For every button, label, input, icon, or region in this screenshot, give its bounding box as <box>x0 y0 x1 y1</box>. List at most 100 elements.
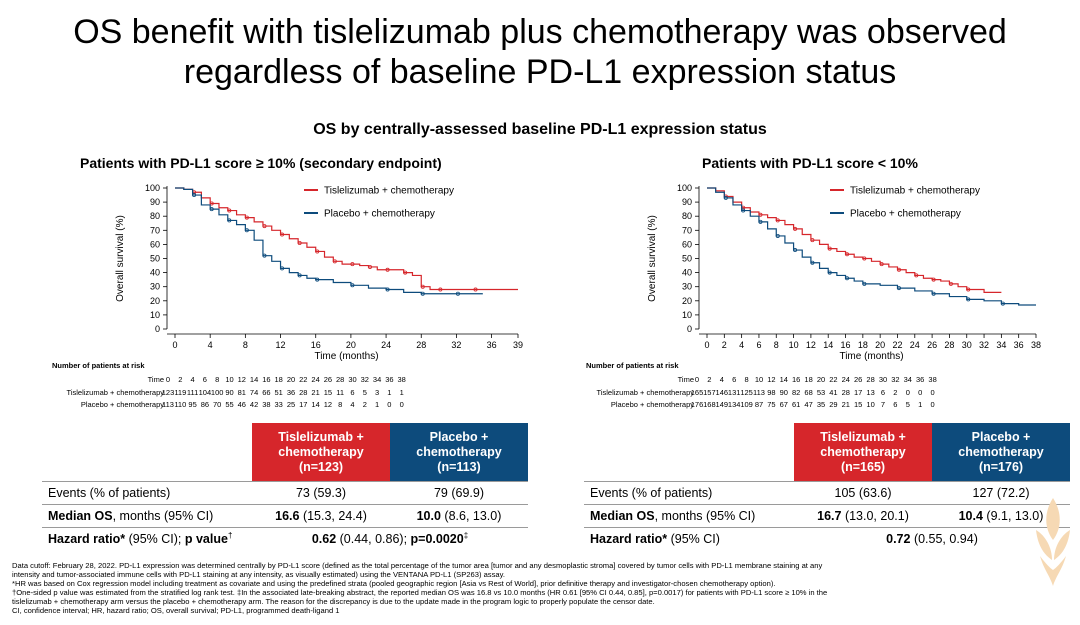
risk-value: 110 <box>174 400 187 409</box>
tislelizumab-censor-mark <box>914 273 919 278</box>
pbo-value: 79 (69.9) <box>390 481 528 505</box>
risk-value: 10 <box>225 375 234 384</box>
x-tick-label: 0 <box>704 340 709 350</box>
header-spacer <box>584 423 794 482</box>
tislelizumab-censor-mark <box>209 201 214 206</box>
y-axis-label: Overall survival (%) <box>115 215 126 302</box>
x-tick-label: 22 <box>892 340 902 350</box>
risk-value: 111 <box>186 388 199 397</box>
y-tick-label: 90 <box>682 197 692 207</box>
left-results-table: Tislelizumab + chemotherapy (n=123) Placeb… <box>42 423 528 550</box>
tislelizumab-censor-mark <box>931 277 936 282</box>
risk-value: 2 <box>178 375 183 384</box>
risk-value: 95 <box>188 400 197 409</box>
risk-time-label: Time <box>677 375 694 384</box>
x-tick-label: 16 <box>311 340 321 350</box>
placebo-censor-mark <box>420 291 425 296</box>
risk-value: 20 <box>286 375 296 384</box>
tislelizumab-censor-mark <box>420 284 425 289</box>
risk-value: 149 <box>715 400 729 409</box>
risk-value: 134 <box>727 400 741 409</box>
x-tick-label: 8 <box>243 340 248 350</box>
risk-value: 32 <box>891 375 900 384</box>
tislelizumab-censor-mark <box>775 218 780 223</box>
risk-value: 10 <box>866 400 875 409</box>
tislelizumab-censor-mark <box>332 259 337 264</box>
y-tick-label: 100 <box>145 183 160 193</box>
risk-value: 46 <box>237 400 246 409</box>
risk-value: 18 <box>274 375 283 384</box>
risk-value: 16 <box>792 375 801 384</box>
y-tick-label: 60 <box>150 239 160 249</box>
risk-value: 87 <box>754 400 764 409</box>
y-tick-label: 70 <box>682 225 692 235</box>
risk-value: 5 <box>905 400 910 409</box>
risk-value: 82 <box>792 388 801 397</box>
risk-value: 14 <box>311 400 320 409</box>
placebo-censor-mark <box>227 218 232 223</box>
footnote-line: tislelizumab + chemotherapy arm versus t… <box>12 596 655 606</box>
tislelizumab-censor-mark <box>350 262 355 267</box>
risk-value: 0 <box>930 400 935 409</box>
tislelizumab-censor-mark <box>966 287 971 292</box>
risk-value: 7 <box>880 400 886 409</box>
risk-value: 36 <box>916 375 925 384</box>
risk-value: 38 <box>928 375 937 384</box>
risk-value: 15 <box>323 388 333 397</box>
x-tick-label: 32 <box>451 340 461 350</box>
placebo-censor-mark <box>966 297 971 302</box>
x-tick-label: 36 <box>1014 340 1024 350</box>
placebo-censor-mark <box>845 276 850 281</box>
tislelizumab-survival-curve <box>707 187 1002 293</box>
y-tick-label: 100 <box>677 183 692 193</box>
risk-value: 81 <box>237 388 246 397</box>
risk-tis-label: Tislelizumab + chemotherapy <box>66 388 164 397</box>
risk-value: 75 <box>767 400 776 409</box>
x-tick-label: 4 <box>208 340 213 350</box>
risk-value: 26 <box>854 375 863 384</box>
risk-value: 55 <box>225 400 234 409</box>
risk-value: 0 <box>694 375 700 384</box>
row-label: Hazard ratio* (95% CI); p value† <box>42 527 252 550</box>
tislelizumab-censor-mark <box>827 246 832 251</box>
y-tick-label: 0 <box>155 324 160 334</box>
tis-value: 105 (63.6) <box>794 481 932 505</box>
row-label: Events (% of patients) <box>42 481 252 505</box>
risk-value: 70 <box>213 400 222 409</box>
risk-value: 36 <box>286 388 296 397</box>
header-spacer <box>42 423 252 482</box>
row-label: Events (% of patients) <box>584 481 794 505</box>
y-tick-label: 30 <box>150 282 160 292</box>
risk-value: 13 <box>866 388 875 397</box>
tislelizumab-legend-label: Tislelizumab + chemotherapy <box>850 186 980 197</box>
x-tick-label: 20 <box>346 340 356 350</box>
risk-value: 100 <box>210 388 224 397</box>
tis-value: 16.6 (15.3, 24.4) <box>252 504 390 528</box>
risk-value: 168 <box>703 400 716 409</box>
risk-value: 35 <box>816 400 826 409</box>
risk-value: 0 <box>905 388 910 397</box>
x-tick-label: 12 <box>276 340 286 350</box>
x-tick-label: 2 <box>722 340 727 350</box>
x-tick-label: 28 <box>416 340 426 350</box>
pbo-value: 10.4 (9.1, 13.0) <box>932 504 1070 528</box>
risk-value: 29 <box>829 400 838 409</box>
risk-value: 11 <box>336 388 345 397</box>
risk-time-label: Time <box>147 375 164 384</box>
risk-value: 98 <box>767 388 776 397</box>
x-tick-label: 6 <box>756 340 761 350</box>
risk-value: 3 <box>375 388 380 397</box>
risk-value: 20 <box>816 375 826 384</box>
x-tick-label: 14 <box>823 340 833 350</box>
risk-value: 53 <box>816 388 826 397</box>
events-row: Events (% of patients) 105 (63.6) 127 (7… <box>584 481 1070 505</box>
risk-value: 28 <box>336 375 345 384</box>
risk-value: 42 <box>249 400 259 409</box>
events-row: Events (% of patients) 73 (59.3) 79 (69.… <box>42 481 528 505</box>
x-tick-label: 4 <box>739 340 744 350</box>
pbo-value: 10.0 (8.6, 13.0) <box>390 504 528 528</box>
placebo-censor-mark <box>280 266 285 271</box>
y-tick-label: 80 <box>150 211 160 221</box>
risk-value: 28 <box>841 388 850 397</box>
x-tick-label: 34 <box>996 340 1006 350</box>
